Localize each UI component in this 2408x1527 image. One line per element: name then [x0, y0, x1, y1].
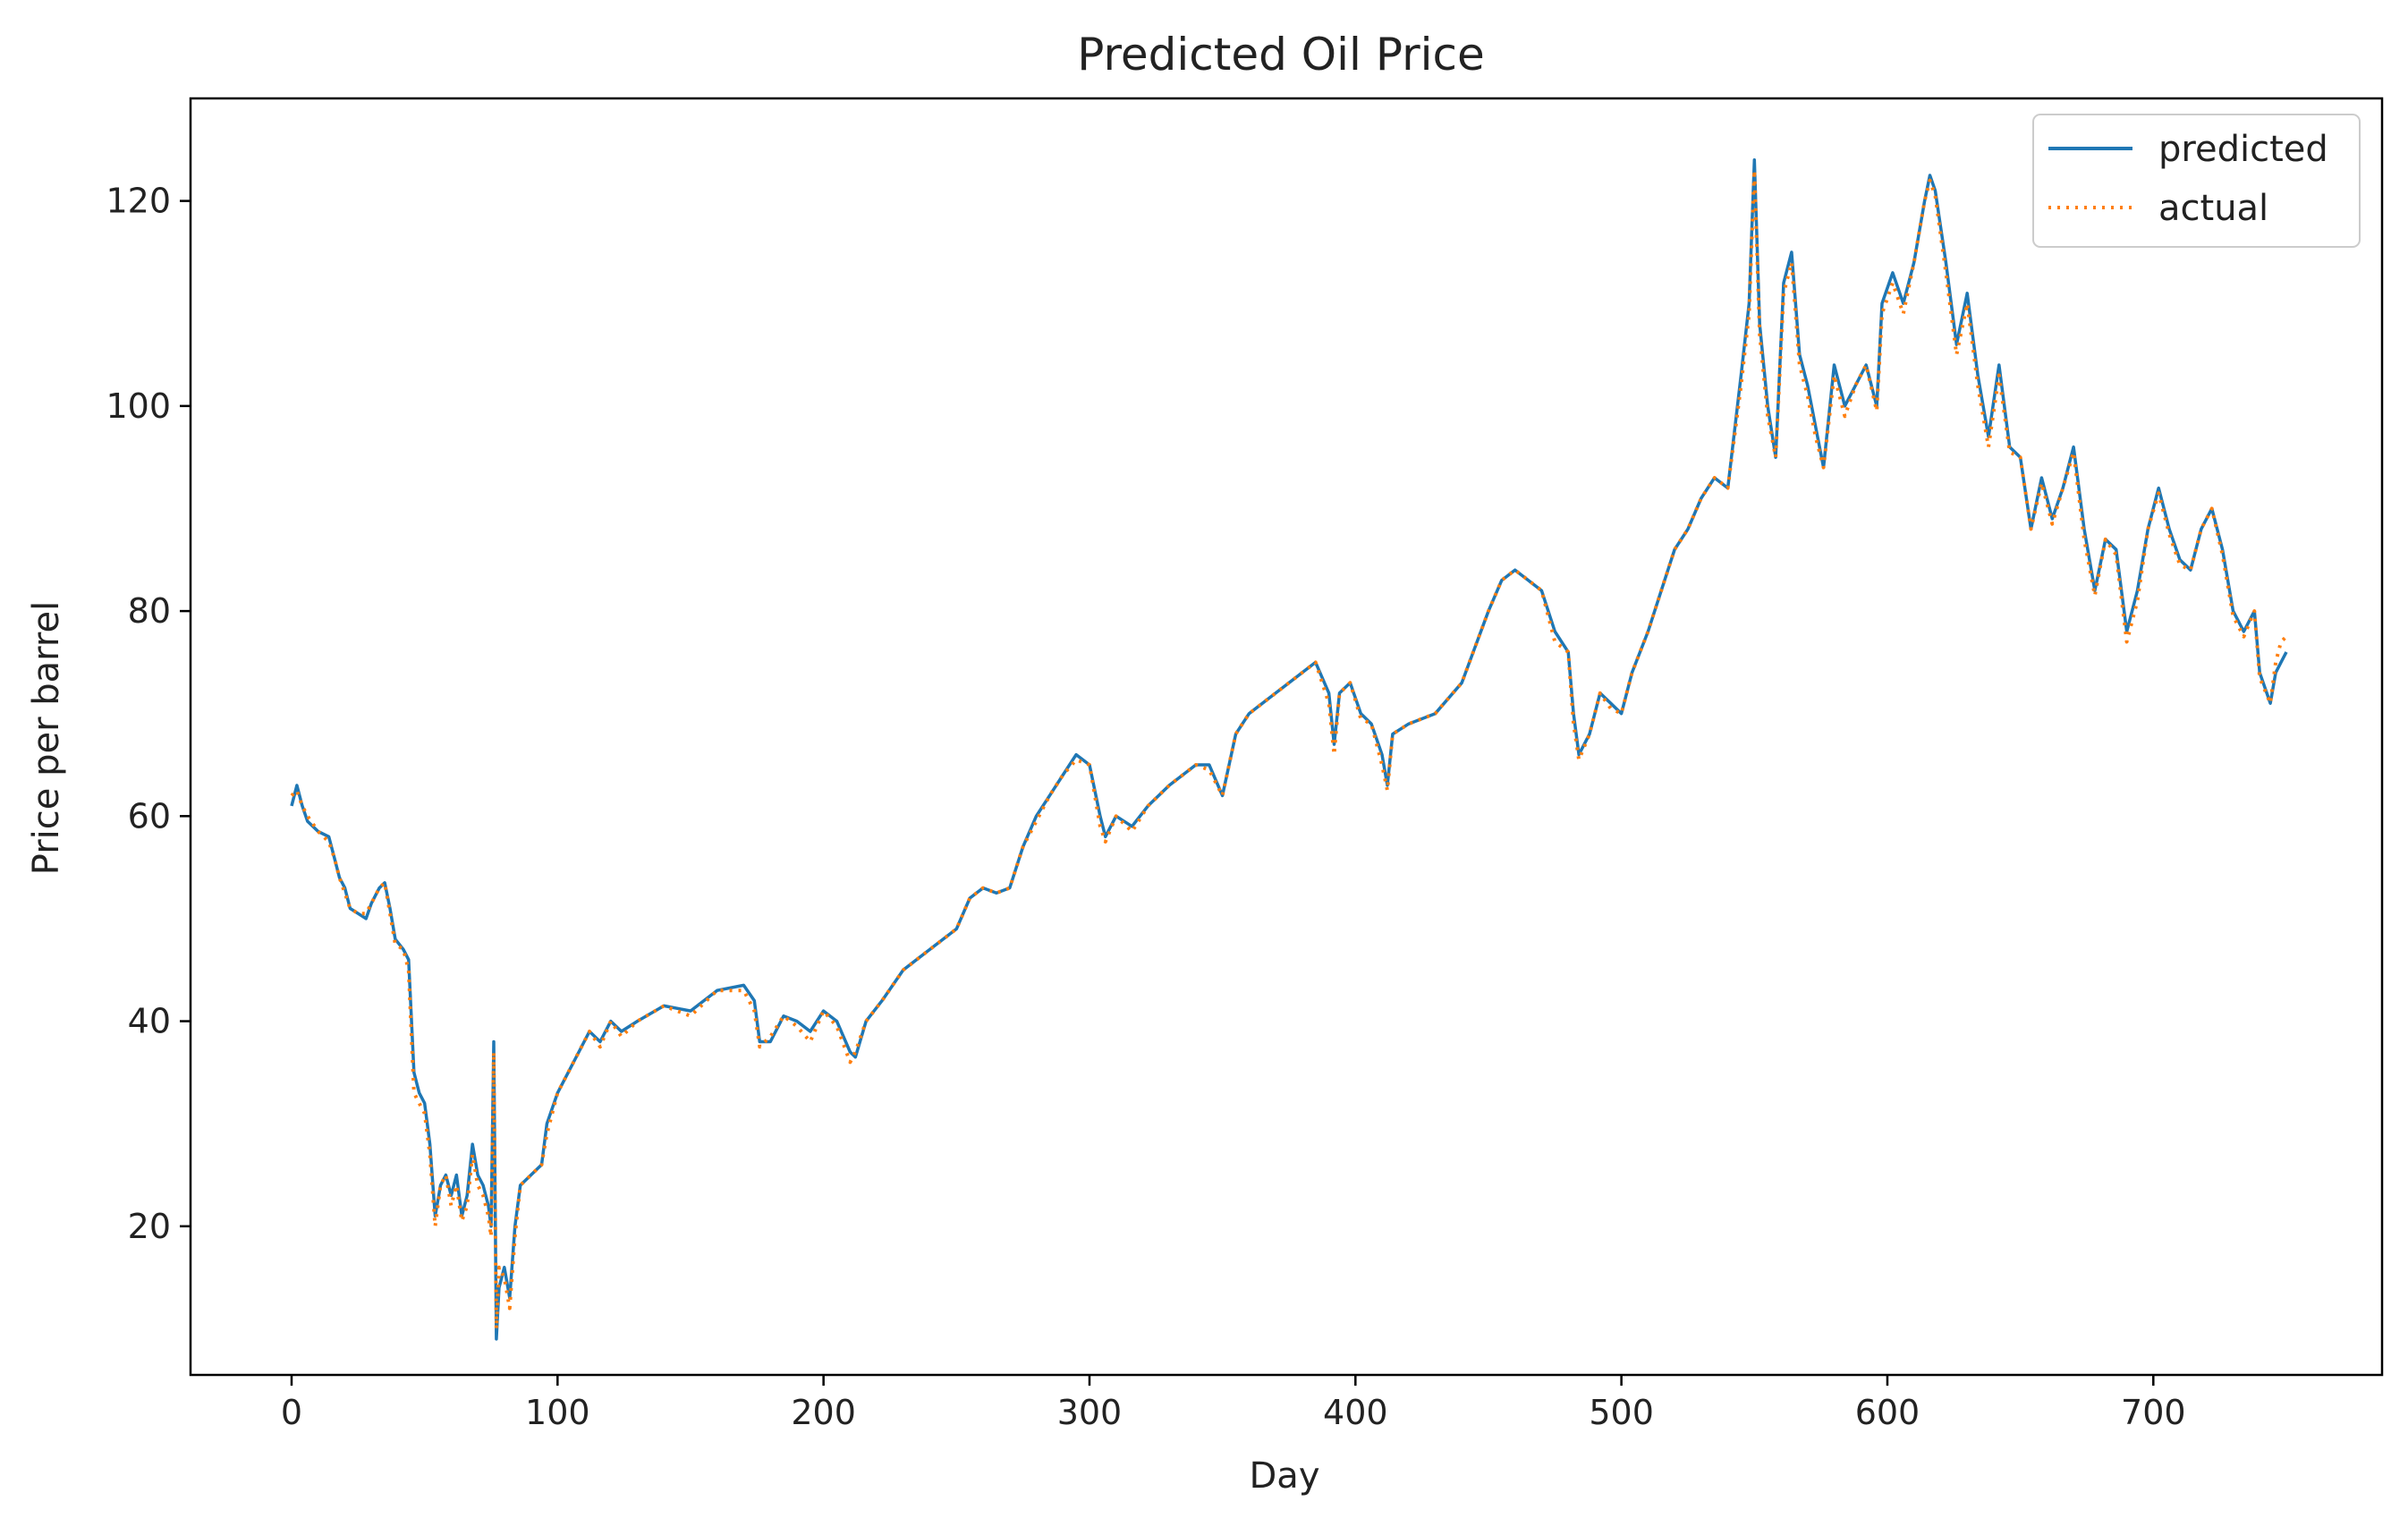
x-tick-label: 100 [525, 1393, 590, 1432]
y-tick-label: 120 [106, 182, 171, 221]
y-tick-label: 40 [128, 1002, 171, 1041]
y-axis: 20 40 60 80 100 120 [106, 182, 191, 1246]
x-tick-label: 500 [1589, 1393, 1654, 1432]
x-tick-label: 0 [281, 1393, 302, 1432]
y-tick-label: 60 [128, 796, 171, 836]
y-axis-title: Price per barrel [26, 601, 67, 875]
x-tick-label: 200 [791, 1393, 856, 1432]
x-tick-label: 300 [1057, 1393, 1123, 1432]
chart-title: Predicted Oil Price [1077, 29, 1485, 81]
series-line-actual [290, 168, 2288, 1331]
x-tick-label: 600 [1855, 1393, 1920, 1432]
y-tick-label: 20 [128, 1207, 171, 1246]
x-tick-label: 400 [1323, 1393, 1388, 1432]
legend-label-actual: actual [2158, 188, 2268, 229]
plot-area [189, 97, 2384, 1377]
x-axis: 0 100 200 300 400 500 600 700 [281, 1375, 2186, 1432]
legend: predicted actual [2032, 114, 2361, 248]
series-line-predicted [290, 158, 2288, 1341]
legend-label-predicted: predicted [2158, 129, 2328, 170]
x-axis-title: Day [1250, 1455, 1320, 1497]
x-tick-label: 700 [2121, 1393, 2186, 1432]
y-tick-label: 100 [106, 386, 171, 426]
axes-frame [189, 97, 2384, 1377]
y-tick-label: 80 [128, 591, 171, 631]
